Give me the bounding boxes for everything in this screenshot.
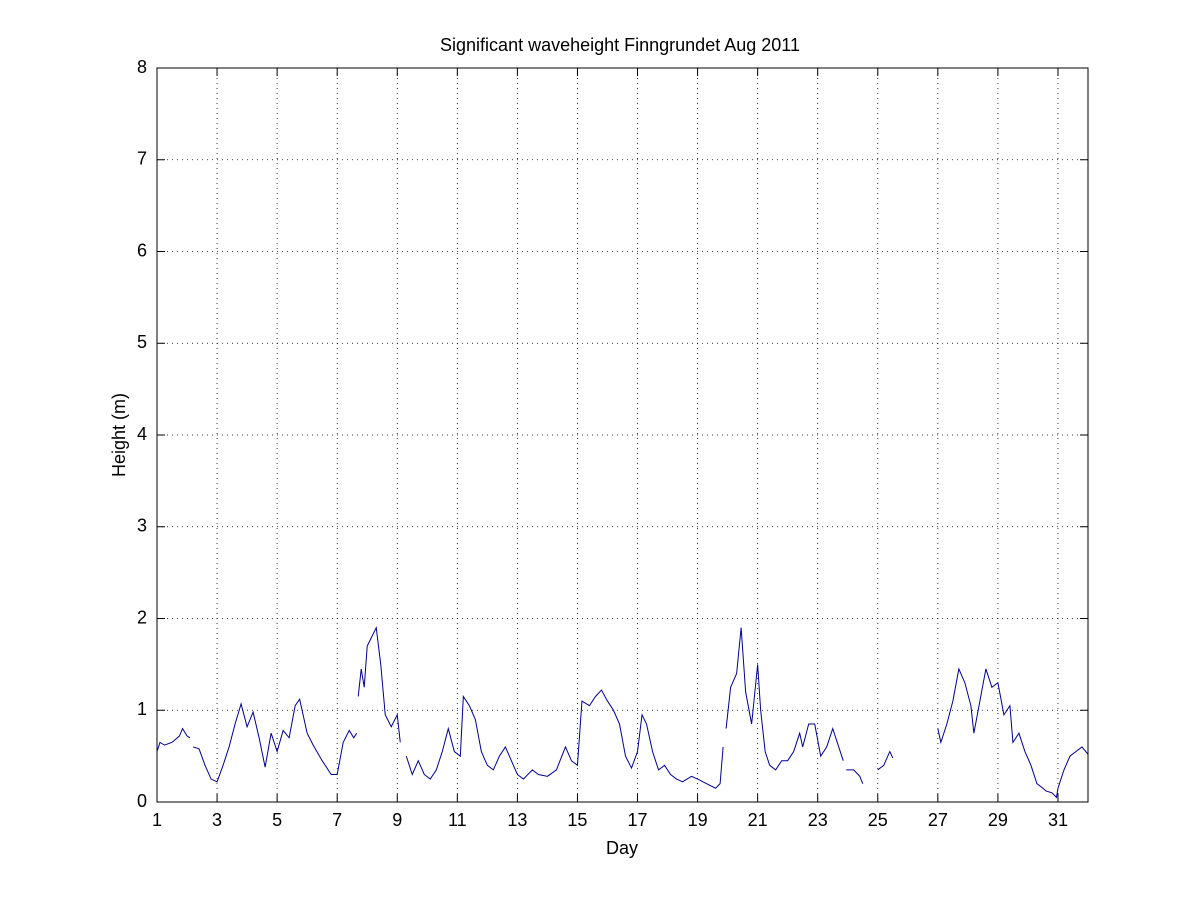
x-tick-label: 29 xyxy=(988,810,1008,830)
x-tick-label: 9 xyxy=(392,810,402,830)
data-line xyxy=(846,769,864,784)
y-tick-label: 8 xyxy=(137,57,147,77)
y-tick-label: 1 xyxy=(137,699,147,719)
x-tick-label: 1 xyxy=(152,810,162,830)
y-tick-label: 6 xyxy=(137,240,147,260)
x-tick-label: 13 xyxy=(507,810,527,830)
y-tick-label: 5 xyxy=(137,332,147,352)
x-tick-label: 5 xyxy=(272,810,282,830)
x-tick-label: 31 xyxy=(1048,810,1068,830)
data-line xyxy=(357,625,401,743)
data-line xyxy=(192,698,358,783)
data-line xyxy=(725,627,844,771)
y-tick-label: 7 xyxy=(137,149,147,169)
data-line xyxy=(405,689,724,789)
x-tick-label: 23 xyxy=(808,810,828,830)
x-tick-label: 27 xyxy=(928,810,948,830)
x-tick-label: 11 xyxy=(448,810,467,830)
plot-frame xyxy=(156,67,1089,803)
x-tick-label: 21 xyxy=(748,810,768,830)
y-tick-label: 2 xyxy=(137,607,147,627)
y-tick-label: 4 xyxy=(137,424,147,444)
y-tick-label: 3 xyxy=(137,516,147,536)
x-tick-label: 7 xyxy=(332,810,342,830)
x-tick-label: 3 xyxy=(212,810,222,830)
x-axis-label: Day xyxy=(606,838,638,858)
chart-title: Significant waveheight Finngrundet Aug 2… xyxy=(440,35,800,55)
x-tick-label: 19 xyxy=(688,810,708,830)
y-axis-label: Height (m) xyxy=(109,393,129,477)
data-line xyxy=(156,727,191,752)
x-tick-label: 15 xyxy=(567,810,587,830)
x-tick-label: 17 xyxy=(628,810,648,830)
y-tick-label: 0 xyxy=(137,791,147,811)
data-line xyxy=(937,667,1089,799)
data-line xyxy=(877,750,894,771)
x-tick-label: 25 xyxy=(868,810,888,830)
